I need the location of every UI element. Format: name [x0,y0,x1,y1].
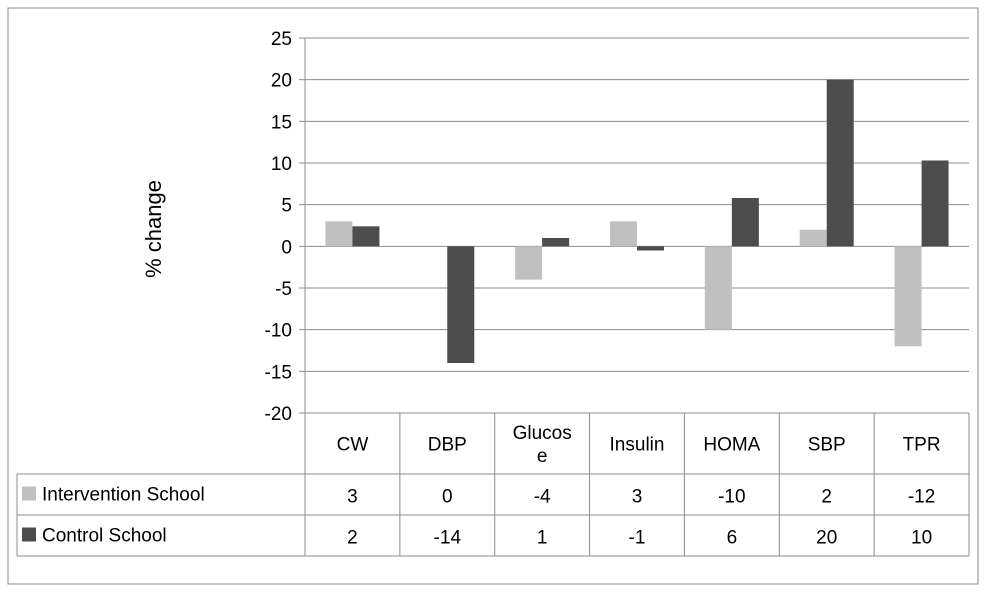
table-cell-value: 3 [347,487,358,508]
bar-intervention-glucose [515,246,543,280]
x-category-label: CW [337,435,369,456]
x-category-label: DBP [428,435,467,456]
table-cell-value: 2 [347,528,358,549]
table-cell-value: -1 [629,528,646,549]
y-tick-label: 25 [271,29,292,50]
bar-control-glucose [542,238,570,247]
table-cell-value: 3 [632,487,643,508]
bar-control-homa [731,198,759,247]
bar-intervention-homa [704,246,732,330]
y-tick-label: -20 [265,404,292,425]
chart-border [7,7,979,585]
bar-intervention-insulin [610,221,637,247]
table-cell-value: 0 [442,487,453,508]
y-tick-label: -10 [265,321,292,342]
legend-label: Control School [42,526,167,547]
x-category-label: Insulin [610,435,665,456]
y-tick-label: -15 [265,362,292,383]
bar-control-tpr [921,160,949,247]
x-category-label: HOMA [703,435,760,456]
table-cell-value: 20 [816,528,837,549]
y-tick-label: 15 [271,112,292,133]
y-tick-label: 0 [281,237,292,258]
table-cell-value: 6 [727,528,738,549]
gridlines [299,37,969,556]
bar-intervention-tpr [894,246,922,347]
bars [325,79,949,363]
bar-intervention-sbp [799,229,827,247]
legend-key-intervention [22,486,36,501]
table-cell-value: -4 [534,487,551,508]
table-cell-value: -10 [718,487,745,508]
table-cell-value: 2 [821,487,832,508]
x-category-label: SBP [808,435,846,456]
table-cell-value: 1 [537,528,548,549]
bar-control-dbp [447,246,475,363]
y-tick-label: 20 [271,71,292,92]
legend-key-control [22,527,36,542]
x-category-label: Glucos [513,423,572,444]
table-cell-value: -14 [434,528,462,549]
y-axis-label: % change [141,180,166,278]
bar-intervention-cw [325,221,353,247]
bar-control-cw [352,226,380,247]
y-tick-label: 10 [271,154,292,175]
bar-control-sbp [826,79,854,247]
x-category-label: e [537,446,548,467]
y-tick-label: -5 [275,279,292,300]
y-axis-ticks: 25 20 15 10 5 0 -5 -10 -15 -20 [265,29,292,425]
legend-label: Intervention School [42,485,205,506]
bar-control-insulin [637,246,664,251]
table-cell-value: 10 [911,528,932,549]
table-cell-value: -12 [908,487,935,508]
y-tick-label: 5 [281,196,292,217]
x-category-label: TPR [903,435,941,456]
